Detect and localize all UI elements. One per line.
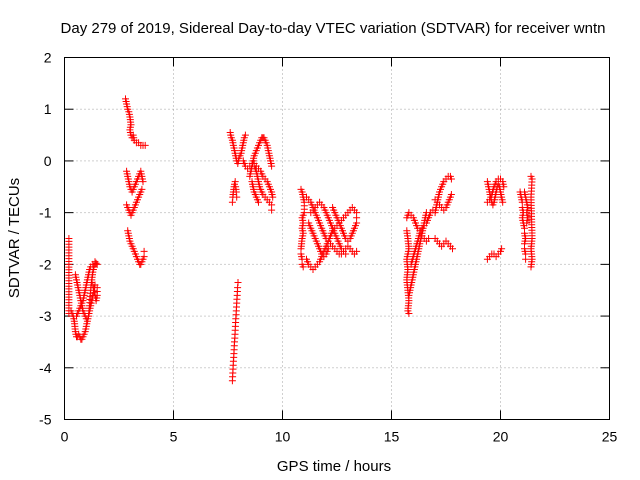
- y-tick-label: -1: [39, 205, 52, 221]
- x-axis-label: GPS time / hours: [277, 458, 391, 475]
- x-tick-label: 25: [602, 429, 618, 445]
- plus-markers: [65, 95, 536, 385]
- x-tick-label: 0: [61, 429, 69, 445]
- x-tick-label: 20: [493, 429, 509, 445]
- x-tick-label: 10: [275, 429, 291, 445]
- y-tick-label: -2: [39, 256, 52, 272]
- x-tick-label: 5: [170, 429, 178, 445]
- x-axis-ticks: 0 5 10 15 20 25: [61, 57, 618, 445]
- data-points: [65, 95, 536, 385]
- y-tick-label: -5: [39, 412, 52, 428]
- x-tick-label: 15: [384, 429, 400, 445]
- y-axis-ticks: 2 1 0 -1 -2 -3 -4 -5: [39, 50, 610, 428]
- chart-title: Day 279 of 2019, Sidereal Day-to-day VTE…: [61, 20, 606, 37]
- y-axis-label: SDTVAR / TECUs: [6, 178, 23, 298]
- y-tick-label: -3: [39, 308, 52, 324]
- plot-frame: [64, 57, 610, 420]
- y-tick-label: -4: [39, 360, 52, 376]
- y-tick-label: 2: [44, 50, 52, 66]
- y-tick-label: 0: [44, 153, 52, 169]
- y-tick-label: 1: [44, 101, 52, 117]
